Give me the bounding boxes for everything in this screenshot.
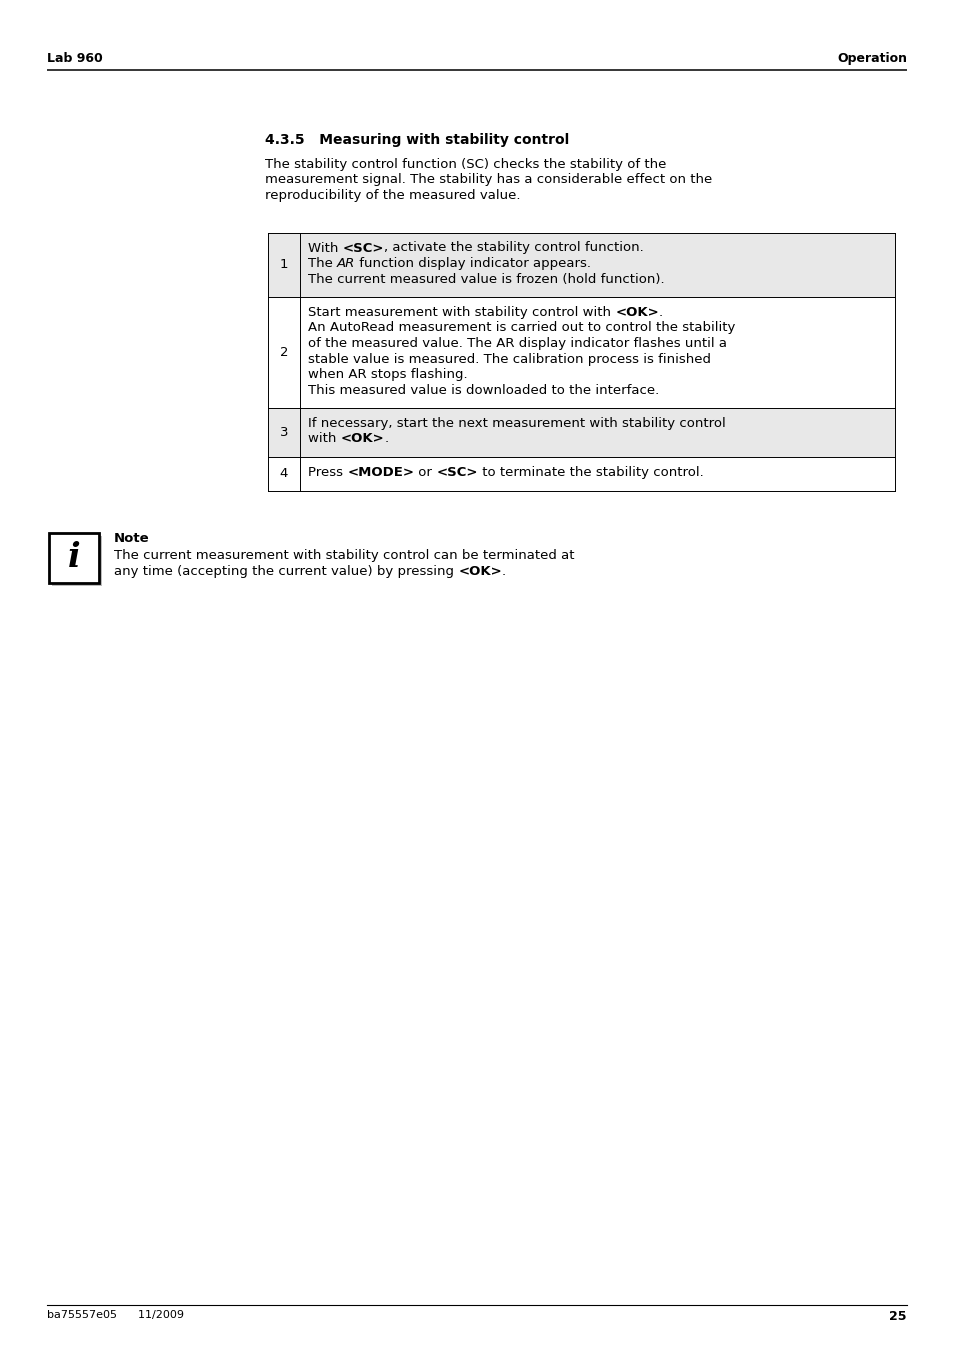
- Text: <MODE>: <MODE>: [347, 466, 414, 480]
- Text: function display indicator appears.: function display indicator appears.: [355, 257, 591, 270]
- Text: <OK>: <OK>: [615, 305, 659, 319]
- Text: The stability control function (SC) checks the stability of the: The stability control function (SC) chec…: [265, 158, 666, 172]
- Text: any time (accepting the current value) by pressing: any time (accepting the current value) b…: [113, 565, 457, 578]
- Bar: [268, 297, 894, 408]
- Text: stable value is measured. The calibration process is finished: stable value is measured. The calibratio…: [308, 353, 710, 366]
- Text: Press: Press: [308, 466, 347, 480]
- Text: <SC>: <SC>: [342, 242, 384, 254]
- Bar: [268, 232, 894, 297]
- Text: of the measured value. The AR display indicator flashes until a: of the measured value. The AR display in…: [308, 336, 726, 350]
- Text: The current measured value is frozen (hold function).: The current measured value is frozen (ho…: [308, 273, 664, 285]
- Text: 1: 1: [279, 258, 288, 272]
- Bar: [52, 535, 102, 585]
- Text: 4: 4: [279, 467, 288, 480]
- Bar: [49, 532, 99, 582]
- Text: , activate the stability control function.: , activate the stability control functio…: [384, 242, 643, 254]
- Text: ba75557e05      11/2009: ba75557e05 11/2009: [47, 1310, 184, 1320]
- Text: The current measurement with stability control can be terminated at: The current measurement with stability c…: [113, 550, 574, 562]
- Text: measurement signal. The stability has a considerable effect on the: measurement signal. The stability has a …: [265, 173, 712, 186]
- Text: 3: 3: [279, 426, 288, 439]
- Text: 2: 2: [279, 346, 288, 359]
- Text: Start measurement with stability control with: Start measurement with stability control…: [308, 305, 615, 319]
- Text: .: .: [384, 432, 388, 446]
- Text: 4.3.5   Measuring with stability control: 4.3.5 Measuring with stability control: [265, 132, 569, 147]
- Text: or: or: [414, 466, 436, 480]
- Text: AR: AR: [336, 257, 355, 270]
- Text: <SC>: <SC>: [436, 466, 477, 480]
- Text: 25: 25: [888, 1310, 906, 1323]
- Text: This measured value is downloaded to the interface.: This measured value is downloaded to the…: [308, 384, 659, 396]
- Text: The: The: [308, 257, 336, 270]
- Text: Operation: Operation: [836, 51, 906, 65]
- Text: With: With: [308, 242, 342, 254]
- Bar: [268, 408, 894, 457]
- Text: An AutoRead measurement is carried out to control the stability: An AutoRead measurement is carried out t…: [308, 322, 735, 335]
- Text: If necessary, start the next measurement with stability control: If necessary, start the next measurement…: [308, 417, 725, 430]
- Text: .: .: [501, 565, 506, 578]
- Text: .: .: [659, 305, 662, 319]
- Text: Lab 960: Lab 960: [47, 51, 103, 65]
- Text: when AR stops flashing.: when AR stops flashing.: [308, 367, 467, 381]
- Text: i: i: [68, 540, 80, 574]
- Text: <OK>: <OK>: [340, 432, 384, 446]
- Text: Note: Note: [113, 532, 150, 546]
- Bar: [268, 457, 894, 490]
- Text: to terminate the stability control.: to terminate the stability control.: [477, 466, 703, 480]
- Text: with: with: [308, 432, 340, 446]
- Text: <OK>: <OK>: [457, 565, 501, 578]
- Text: reproducibility of the measured value.: reproducibility of the measured value.: [265, 189, 520, 203]
